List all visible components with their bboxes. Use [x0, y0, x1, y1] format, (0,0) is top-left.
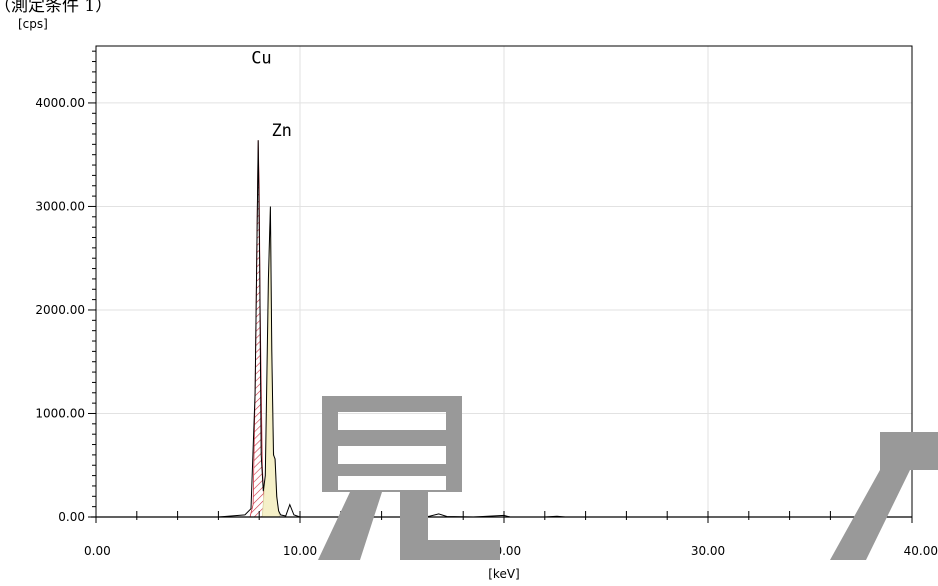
peak-label-zn: Zn — [271, 121, 291, 141]
y-tick-label: 3000.00 — [35, 199, 85, 213]
watermark-glyph-stroke — [830, 432, 938, 560]
watermark-glyph-ken — [318, 396, 500, 560]
watermark — [318, 396, 938, 560]
x-tick-label: 40.00 — [904, 544, 938, 558]
axes — [88, 45, 913, 523]
measurement-condition-caption: （測定条件 1） — [0, 0, 113, 16]
grid-lines — [96, 46, 913, 517]
labels: 0.00 1000.00 2000.00 3000.00 4000.00 0.00 10.0… — [18, 17, 938, 581]
y-tick-label: 2000.00 — [35, 303, 85, 317]
y-axis-unit-label: [cps] — [18, 17, 48, 31]
x-tick-label: 10.00 — [283, 544, 317, 558]
y-tick-label: 1000.00 — [35, 406, 85, 420]
y-tick-label: 4000.00 — [35, 96, 85, 110]
x-tick-label: 30.00 — [691, 544, 725, 558]
peak-label-cu: Cu — [251, 49, 271, 69]
x-tick-label: 0.00 — [84, 544, 111, 558]
plot-frame — [95, 45, 913, 517]
x-axis-unit-label: [keV] — [488, 567, 519, 581]
y-tick-label: 0.00 — [58, 510, 85, 524]
